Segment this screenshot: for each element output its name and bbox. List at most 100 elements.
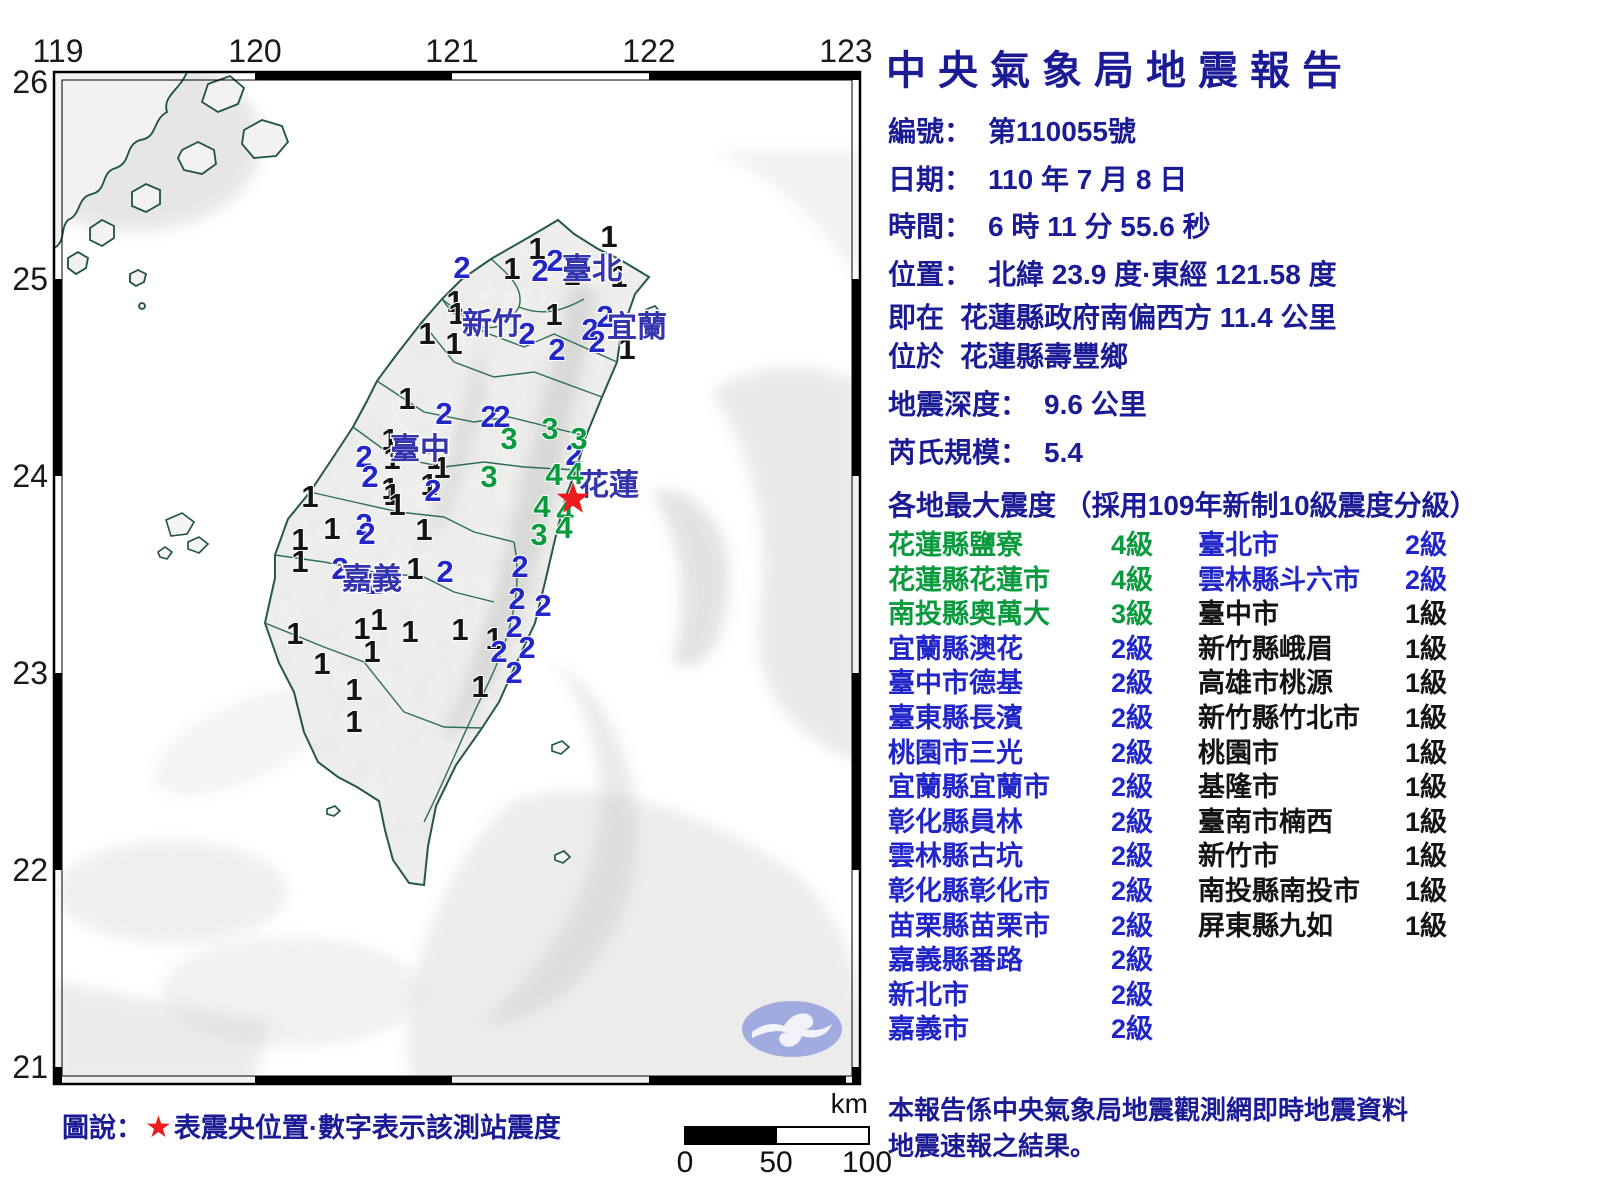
intensity-mark: 1 xyxy=(286,616,303,651)
field-location: 位置： 北緯 23.9 度·東經 121.58 度 xyxy=(888,259,1337,290)
station-name: 雲林縣古坑 xyxy=(888,841,1023,872)
station-row: 臺東縣長濱 2級 xyxy=(888,701,1198,736)
station-name: 新竹縣峨眉 xyxy=(1198,633,1333,664)
intensity-mark: 2 xyxy=(355,507,372,542)
field-relative-location: 即在 花蓮縣政府南偏西方 11.4 公里 xyxy=(888,302,1337,333)
intensity-mark: 1 xyxy=(406,551,423,586)
legend-prefix: 圖說： xyxy=(62,1113,143,1143)
station-level: 2級 xyxy=(1111,910,1154,941)
station-name: 嘉義縣番路 xyxy=(888,945,1023,976)
station-row: 臺中市德基 2級 xyxy=(888,666,1198,701)
field-time: 時間： 6 時 11 分 55.6 秒 xyxy=(888,211,1211,242)
intensity-mark: 1 xyxy=(381,422,398,457)
station-name: 彰化縣彰化市 xyxy=(888,875,1050,906)
station-level: 2級 xyxy=(1111,1014,1154,1045)
station-name: 花蓮縣鹽寮 xyxy=(888,530,1023,560)
scalebar-ticks: 0 50 100 xyxy=(670,1146,892,1182)
intensity-mark: 2 xyxy=(581,312,598,347)
station-row: 南投縣南投市 1級 xyxy=(1198,874,1498,909)
station-name: 新竹縣竹北市 xyxy=(1198,702,1360,733)
station-level: 1級 xyxy=(1405,772,1448,803)
field-magnitude: 芮氏規模： 5.4 xyxy=(888,437,1083,468)
lat-tick-26: 26 xyxy=(12,64,48,100)
station-level: 2級 xyxy=(1111,945,1154,976)
station-level: 4級 xyxy=(1111,530,1154,560)
station-name: 彰化縣員林 xyxy=(888,806,1023,837)
intensity-mark: 2 xyxy=(435,396,452,431)
station-name: 臺東縣長濱 xyxy=(888,702,1023,733)
intensity-mark: 1 xyxy=(291,522,308,557)
station-level: 1級 xyxy=(1405,841,1448,872)
field-township: 位於 花蓮縣壽豐鄉 xyxy=(888,341,1129,372)
lat-tick-24: 24 xyxy=(12,458,48,494)
station-name: 新竹市 xyxy=(1198,841,1279,872)
intensity-mark: 2 xyxy=(531,253,548,288)
station-row: 雲林縣斗六市 2級 xyxy=(1198,563,1498,598)
intensity-mark: 1 xyxy=(363,634,380,669)
station-name: 屏東縣九如 xyxy=(1198,910,1333,941)
intensity-mark: 2 xyxy=(424,473,441,508)
intensity-mark: 1 xyxy=(563,257,580,292)
intensity-mark: 2 xyxy=(331,551,348,586)
intensity-mark: 2 xyxy=(518,316,535,351)
station-level: 1級 xyxy=(1405,599,1448,630)
intensity-section-header: 各地最大震度 （採用109年新制10級震度分級） xyxy=(888,490,1478,521)
cwb-logo xyxy=(742,1001,842,1057)
intensity-mark: 2 xyxy=(505,609,522,644)
epicenter-star-glyph: ★ xyxy=(145,1111,172,1144)
station-name: 臺北市 xyxy=(1198,530,1279,560)
city-label-嘉義: 嘉義 xyxy=(342,563,402,596)
station-level: 4級 xyxy=(1111,564,1154,595)
intensity-mark: 1 xyxy=(353,611,370,646)
footer-line-1: 本報告係中央氣象局地震觀測網即時地震資料 xyxy=(888,1095,1409,1125)
station-name: 宜蘭縣澳花 xyxy=(888,633,1023,664)
intensity-mark: 4 xyxy=(555,510,573,545)
station-level: 1級 xyxy=(1405,910,1448,941)
lat-tick-22: 22 xyxy=(12,852,48,888)
lat-tick-23: 23 xyxy=(12,655,48,691)
map-frame xyxy=(52,70,862,1086)
station-row: 嘉義縣番路 2級 xyxy=(888,943,1198,978)
intensity-mark: 1 xyxy=(600,219,617,254)
intensity-mark: 1 xyxy=(381,471,398,506)
intensity-list-right: 臺北市 2級 雲林縣斗六市 2級 臺中市 1級 新竹縣峨眉 1級 高雄市桃源 1級 新竹縣竹北市 1級… xyxy=(1198,528,1498,943)
station-level: 2級 xyxy=(1111,737,1154,768)
small-islands xyxy=(157,305,663,864)
intensity-mark: 1 xyxy=(448,296,465,331)
county-boundaries xyxy=(264,258,618,823)
intensity-mark: 2 xyxy=(548,332,565,367)
legend-text: 表震央位置·數字表示該測站震度 xyxy=(173,1113,561,1143)
station-name: 新北市 xyxy=(888,979,969,1010)
lat-tick-25: 25 xyxy=(12,261,48,297)
lon-tick-119: 119 xyxy=(32,33,83,69)
intensity-mark: 2 xyxy=(358,516,375,551)
station-name: 臺南市楠西 xyxy=(1198,806,1333,837)
intensity-mark: 1 xyxy=(446,284,463,319)
field-number: 編號： 第110055號 xyxy=(888,116,1136,147)
intensity-mark: 1 xyxy=(323,511,340,546)
intensity-mark: 1 xyxy=(291,544,308,579)
city-label-臺北: 臺北 xyxy=(562,253,622,286)
lon-tick-121: 121 xyxy=(425,33,478,69)
station-name: 高雄市桃源 xyxy=(1198,668,1333,699)
station-row: 新竹市 1級 xyxy=(1198,839,1498,874)
intensity-mark: 1 xyxy=(426,441,443,476)
station-name: 花蓮縣花蓮市 xyxy=(888,564,1050,595)
intensity-mark: 2 xyxy=(493,399,510,434)
intensity-mark: 2 xyxy=(453,250,470,285)
field-date: 日期： 110 年 7 月 8 日 xyxy=(888,164,1188,195)
station-row: 嘉義市 2級 xyxy=(888,1012,1198,1047)
intensity-mark: 2 xyxy=(490,634,507,669)
station-name: 宜蘭縣宜蘭市 xyxy=(888,772,1050,803)
intensity-mark: 1 xyxy=(420,467,437,502)
station-row: 南投縣奧萬大 3級 xyxy=(888,597,1198,632)
latitude-tick-labels: 26 25 24 23 22 21 xyxy=(12,64,48,1085)
intensity-mark: 2 xyxy=(596,299,613,334)
station-level: 1級 xyxy=(1405,633,1448,664)
scalebar-unit: km xyxy=(830,1088,868,1119)
epicenter-star xyxy=(556,482,590,513)
intensity-mark: 3 xyxy=(480,459,497,494)
